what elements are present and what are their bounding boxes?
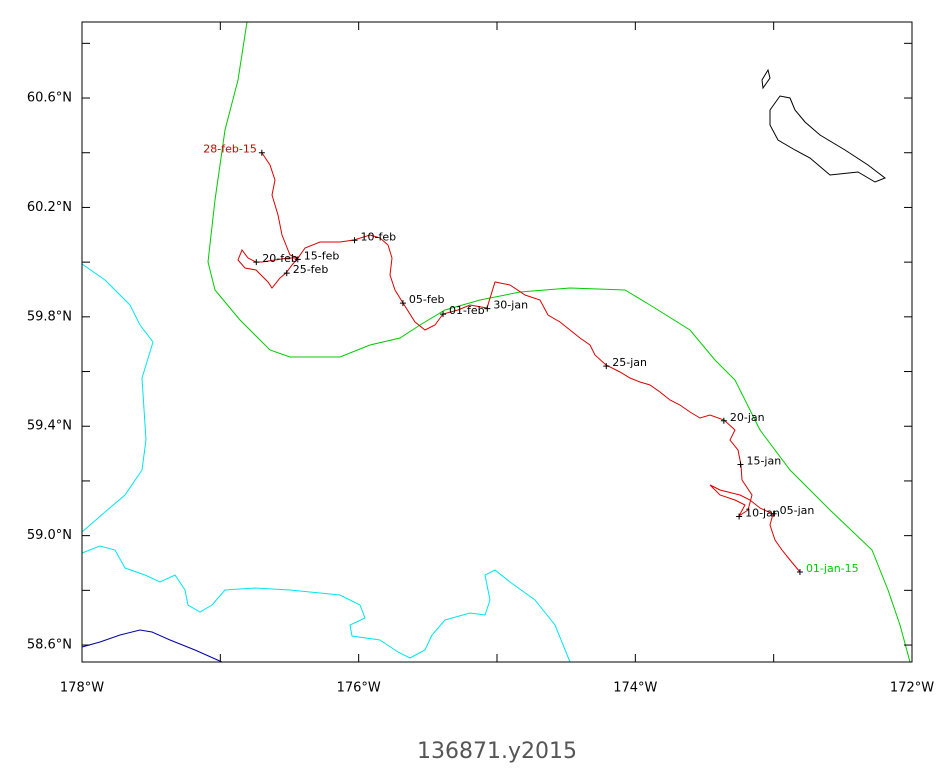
- x-tick-label: 176°W: [337, 681, 381, 696]
- y-tick-label: 59.8°N: [27, 309, 72, 324]
- date-marker: [737, 461, 744, 468]
- x-tick-label: 174°W: [613, 681, 657, 696]
- date-marker: [736, 513, 743, 520]
- date-label: 15-jan: [746, 455, 781, 468]
- y-tick-label: 58.6°N: [27, 638, 72, 653]
- date-label: 05-jan: [780, 504, 815, 517]
- title: 136871.y2015: [417, 739, 577, 764]
- date-label: 30-jan: [493, 299, 528, 312]
- date-label: 25-jan: [612, 356, 647, 369]
- date-marker: [283, 270, 290, 277]
- island: [761, 68, 887, 183]
- x-tick-label: 178°W: [60, 681, 104, 696]
- green-track: [207, 21, 911, 663]
- date-label: 10-feb: [361, 230, 397, 243]
- date-marker: [440, 311, 447, 318]
- coast-cyan: [81, 263, 154, 533]
- date-label: 01-feb: [449, 304, 485, 317]
- date-marker: [770, 510, 777, 517]
- date-label: 20-feb: [262, 252, 298, 265]
- date-marker: [253, 259, 260, 266]
- date-marker: [258, 149, 265, 156]
- date-label: 28-feb-15: [203, 143, 257, 156]
- date-marker: [603, 363, 610, 370]
- y-tick-label: 60.6°N: [27, 91, 72, 106]
- coast-blue: [81, 629, 223, 663]
- date-label: 01-jan-15: [806, 562, 859, 575]
- date-label: 05-feb: [409, 293, 445, 306]
- date-marker: [720, 417, 727, 424]
- y-tick-label: 60.2°N: [27, 200, 72, 215]
- date-label: 25-feb: [293, 263, 329, 276]
- date-marker: [796, 569, 803, 576]
- y-tick-label: 59.0°N: [27, 528, 72, 543]
- date-label: 10-jan: [745, 506, 780, 519]
- date-label: 20-jan: [730, 411, 765, 424]
- frame: [81, 21, 913, 663]
- coast-cyan: [81, 545, 571, 663]
- date-marker: [399, 300, 406, 307]
- date-marker: [351, 237, 358, 244]
- date-marker: [294, 256, 301, 263]
- y-tick-label: 59.4°N: [27, 419, 72, 434]
- date-label: 15-feb: [304, 249, 340, 262]
- date-marker: [484, 305, 491, 312]
- red-track: [237, 152, 801, 573]
- coastlines: [81, 68, 887, 663]
- x-tick-label: 172°W: [890, 681, 934, 696]
